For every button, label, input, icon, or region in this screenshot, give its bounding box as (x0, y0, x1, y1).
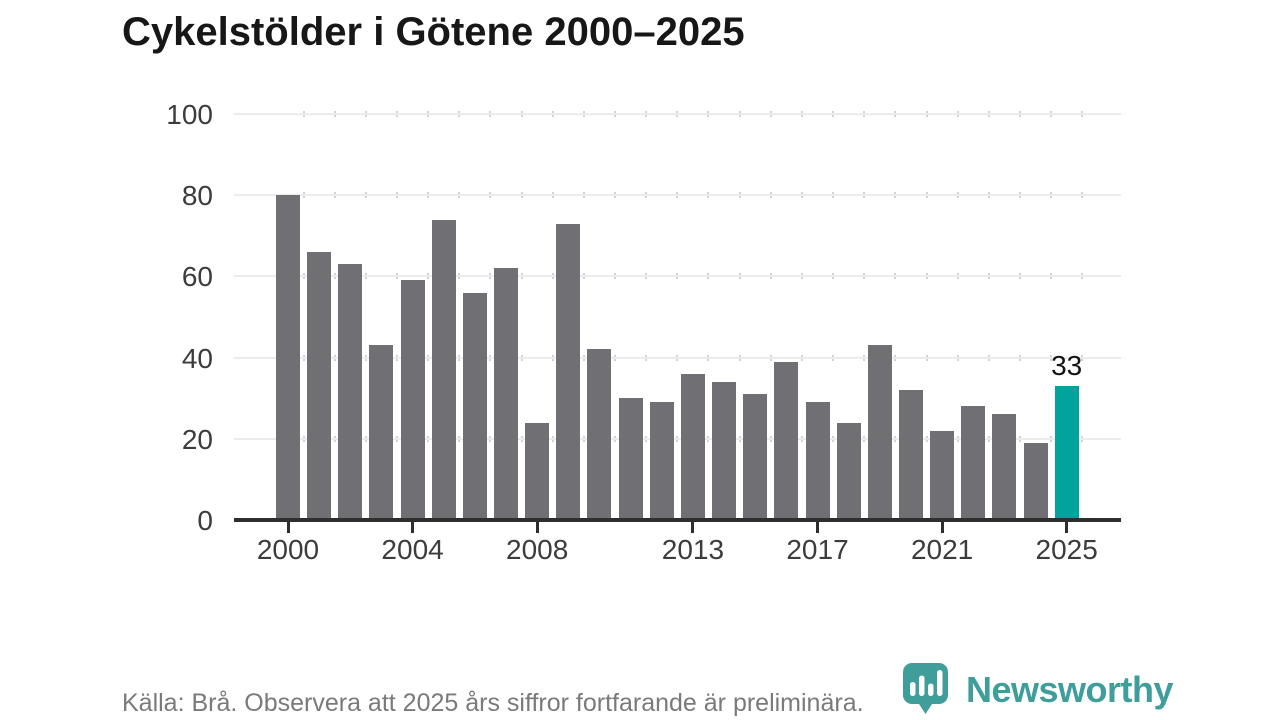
gridline (234, 194, 1121, 197)
x-axis-label: 2000 (256, 534, 320, 565)
bar-2006 (462, 292, 487, 520)
bar-2016 (774, 361, 799, 520)
bar-2009 (556, 223, 581, 520)
y-axis-label: 20 (181, 423, 213, 455)
bar-value-label: 33 (1051, 350, 1083, 382)
bar-2014 (712, 381, 737, 520)
bar-2005 (431, 219, 456, 520)
x-axis-tick (816, 520, 820, 533)
bar-2020 (898, 390, 923, 520)
bar-2012 (649, 402, 674, 520)
y-axis-label: 40 (181, 342, 213, 374)
chart-title: Cykelstölder i Götene 2000–2025 (122, 10, 745, 54)
bar-2000 (276, 195, 300, 520)
gridline (234, 437, 1121, 440)
x-axis-label: 2025 (1035, 534, 1098, 565)
x-axis-label: 2008 (506, 534, 569, 565)
x-axis-label: 2013 (661, 534, 725, 565)
bar-2007 (494, 268, 519, 520)
bar-2025 (1054, 386, 1079, 520)
bar-2015 (743, 394, 768, 520)
x-axis-tick (940, 520, 944, 533)
gridline (234, 356, 1121, 359)
bar-2024 (1023, 442, 1048, 520)
bar-2023 (992, 414, 1017, 520)
x-axis-tick (691, 520, 695, 533)
newsworthy-logo-text: Newsworthy (966, 669, 1174, 710)
x-axis-tick (535, 520, 539, 533)
x-axis-tick (286, 520, 290, 533)
bar-2019 (867, 345, 892, 520)
newsworthy-logo: Newsworthy (903, 663, 1174, 715)
y-axis-label: 80 (181, 180, 213, 212)
newsworthy-logo-icon (903, 663, 948, 714)
bar-2008 (525, 422, 550, 520)
bar-2004 (400, 280, 425, 520)
x-axis-label: 2017 (786, 534, 849, 565)
y-axis-label: 60 (181, 261, 213, 293)
x-axis-tick (1065, 520, 1069, 533)
bar-2017 (805, 402, 830, 520)
bar-2001 (307, 252, 332, 520)
x-axis-tick (411, 520, 415, 533)
bar-2002 (338, 264, 363, 520)
source-note: Källa: Brå. Observera att 2025 års siffr… (122, 689, 864, 717)
gridline (234, 113, 1121, 115)
gridline (234, 275, 1121, 278)
y-axis-label: 100 (166, 99, 213, 130)
x-axis-label: 2004 (381, 534, 444, 565)
bar-2003 (369, 345, 394, 520)
bar-2022 (961, 406, 986, 520)
x-axis-line (234, 518, 1121, 522)
x-axis-label: 2021 (910, 534, 974, 565)
bar-2013 (680, 373, 705, 520)
bar-2010 (587, 349, 612, 520)
bar-2021 (930, 430, 955, 520)
y-axis-label: 0 (197, 505, 213, 536)
bar-2018 (836, 422, 861, 520)
bar-2011 (618, 398, 643, 520)
